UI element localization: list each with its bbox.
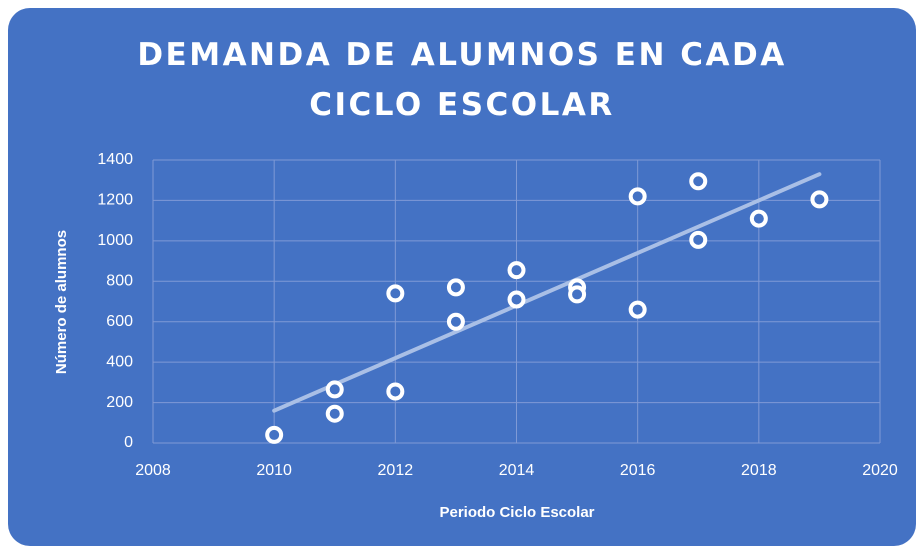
y-tick-label: 1400 <box>97 151 133 168</box>
data-point <box>446 278 465 297</box>
y-tick-label: 0 <box>124 434 133 451</box>
data-point <box>689 230 708 249</box>
data-point <box>749 209 768 228</box>
y-axis-title: Número de alumnos <box>53 230 70 374</box>
data-point <box>689 172 708 191</box>
x-tick-label: 2018 <box>741 462 777 479</box>
x-axis-title: Periodo Ciclo Escolar <box>439 504 594 521</box>
y-tick-label: 1200 <box>97 192 133 209</box>
x-tick-label: 2020 <box>862 462 898 479</box>
data-point <box>507 261 526 280</box>
data-point <box>507 290 526 309</box>
chart-title: DEMANDA DE ALUMNOS EN CADA CICLO ESCOLAR <box>137 37 787 123</box>
x-tick-label: 2014 <box>499 462 535 479</box>
data-point <box>325 404 344 423</box>
trendline <box>272 172 822 413</box>
data-point <box>810 190 829 209</box>
y-tick-label: 600 <box>106 313 133 330</box>
x-tick-label: 2016 <box>620 462 656 479</box>
data-point <box>446 312 465 331</box>
data-point <box>386 382 405 401</box>
chart-card <box>8 8 916 546</box>
x-tick-label: 2012 <box>378 462 414 479</box>
data-point <box>265 425 284 444</box>
y-tick-label: 1000 <box>97 232 133 249</box>
y-tick-label: 800 <box>106 273 133 290</box>
data-point <box>628 187 647 206</box>
data-point <box>386 284 405 303</box>
x-tick-label: 2010 <box>256 462 292 479</box>
y-tick-label: 200 <box>106 394 133 411</box>
y-tick-label: 400 <box>106 353 133 370</box>
x-tick-label: 2008 <box>135 462 171 479</box>
data-point <box>325 380 344 399</box>
data-point <box>568 285 587 304</box>
data-point <box>628 300 647 319</box>
